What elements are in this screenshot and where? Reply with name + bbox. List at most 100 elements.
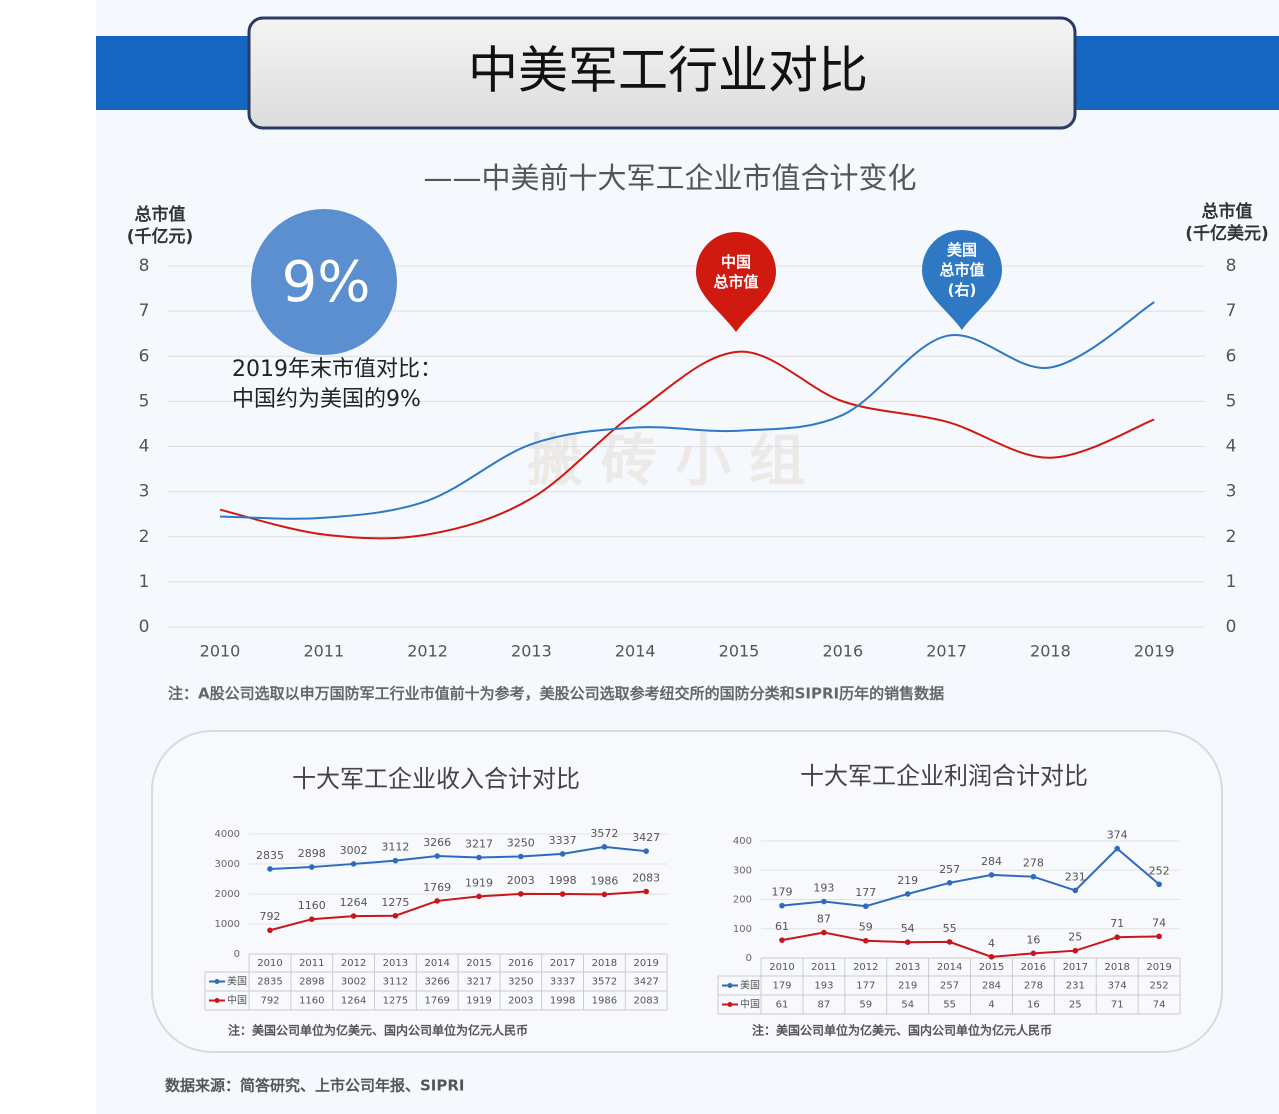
table-cell: 1264 bbox=[341, 996, 366, 1007]
x-tick-label: 2010 bbox=[769, 962, 794, 973]
table-cell: 2835 bbox=[257, 977, 282, 988]
table-cell: 1769 bbox=[424, 996, 449, 1007]
x-tick-label: 2015 bbox=[719, 642, 760, 661]
x-tick-label: 2012 bbox=[853, 962, 878, 973]
data-point bbox=[392, 857, 399, 864]
data-point bbox=[392, 912, 399, 919]
data-label: 2898 bbox=[298, 847, 326, 860]
data-point bbox=[1030, 873, 1037, 880]
data-point bbox=[518, 891, 524, 897]
x-tick-label: 2011 bbox=[303, 642, 344, 661]
legend-swatch-dot bbox=[214, 998, 220, 1003]
y-tick-label: 2000 bbox=[215, 889, 240, 900]
watermark: 搬砖小组 bbox=[527, 429, 823, 494]
data-label: 231 bbox=[1065, 870, 1086, 883]
y2-tick-label: 2 bbox=[1226, 527, 1237, 547]
table-cell: 4 bbox=[988, 1000, 994, 1011]
table-cell: 3002 bbox=[341, 977, 366, 988]
data-point bbox=[434, 853, 441, 859]
data-point bbox=[821, 929, 827, 936]
table-cell: 1160 bbox=[299, 996, 324, 1007]
table-cell: 74 bbox=[1153, 1000, 1166, 1011]
data-label: 193 bbox=[813, 882, 834, 895]
data-label: 55 bbox=[943, 922, 957, 935]
data-label: 54 bbox=[901, 922, 915, 935]
data-label: 792 bbox=[260, 910, 281, 923]
x-tick-label: 2010 bbox=[200, 642, 241, 661]
table-cell: 257 bbox=[940, 981, 959, 992]
y-tick-label: 0 bbox=[746, 953, 752, 964]
data-point bbox=[1072, 947, 1079, 954]
legend-label: 中国 bbox=[740, 998, 760, 1011]
data-label: 2835 bbox=[256, 849, 284, 862]
x-tick-label: 2012 bbox=[407, 642, 448, 661]
table-cell: 3266 bbox=[424, 977, 449, 988]
data-label: 1769 bbox=[423, 881, 451, 894]
data-label: 177 bbox=[855, 886, 876, 899]
data-label: 87 bbox=[817, 913, 831, 926]
data-label: 257 bbox=[939, 863, 960, 876]
x-tick-label: 2010 bbox=[257, 958, 282, 969]
y2-tick-label: 3 bbox=[1226, 482, 1237, 502]
data-label: 16 bbox=[1026, 933, 1040, 946]
legend-label: 美国 总市值 (右) bbox=[939, 241, 985, 299]
annotation: 2019年末市值对比： 中国约为美国的9% bbox=[232, 357, 442, 412]
data-label: 3572 bbox=[590, 827, 618, 840]
legend-label: 美国 bbox=[227, 975, 247, 988]
table-cell: 1275 bbox=[383, 996, 408, 1007]
x-tick-label: 2012 bbox=[341, 958, 366, 969]
data-label: 25 bbox=[1068, 931, 1082, 944]
data-point bbox=[350, 913, 357, 919]
data-point bbox=[946, 880, 953, 886]
legend-swatch-dot bbox=[727, 1002, 733, 1007]
chart-title: ——中美前十大军工企业市值合计变化 bbox=[423, 161, 916, 195]
note: 注：美国公司单位为亿美元、国内公司单位为亿元人民币 bbox=[228, 1023, 528, 1038]
y-tick-label: 200 bbox=[733, 895, 752, 906]
highlight-bubble bbox=[251, 209, 397, 355]
data-label: 1264 bbox=[340, 896, 368, 909]
legend-swatch-dot bbox=[727, 983, 733, 988]
data-label: 74 bbox=[1152, 916, 1166, 929]
data-point bbox=[476, 854, 482, 861]
y-tick-label: 0 bbox=[139, 617, 150, 637]
legend-pin bbox=[696, 232, 776, 332]
x-tick-label: 2013 bbox=[895, 962, 920, 973]
y2-tick-label: 5 bbox=[1226, 391, 1237, 411]
series-line bbox=[219, 301, 1155, 520]
x-tick-label: 2011 bbox=[299, 958, 324, 969]
table-cell: 54 bbox=[901, 1000, 914, 1011]
x-tick-label: 2016 bbox=[822, 642, 863, 661]
x-tick-label: 2011 bbox=[811, 962, 836, 973]
x-tick-label: 2017 bbox=[1063, 962, 1088, 973]
table-cell: 3572 bbox=[592, 977, 617, 988]
page-title: 中美军工行业对比 bbox=[468, 42, 868, 100]
data-point bbox=[1156, 881, 1162, 888]
y-tick-label: 4000 bbox=[215, 829, 240, 840]
y2-tick-label: 0 bbox=[1226, 617, 1237, 637]
y-tick-label: 6 bbox=[139, 346, 150, 366]
y-tick-label: 400 bbox=[733, 836, 752, 847]
table-cell: 3217 bbox=[466, 977, 491, 988]
y-axis-label: 总市值 (千亿元) bbox=[126, 205, 194, 247]
data-point bbox=[559, 851, 566, 857]
table-cell: 59 bbox=[859, 1000, 872, 1011]
x-tick-label: 2014 bbox=[937, 962, 962, 973]
table-cell: 25 bbox=[1069, 1000, 1082, 1011]
table-cell: 3250 bbox=[508, 977, 533, 988]
y-tick-label: 5 bbox=[139, 391, 150, 411]
data-point bbox=[904, 939, 911, 946]
table-cell: 374 bbox=[1108, 981, 1127, 992]
data-point bbox=[518, 853, 524, 860]
x-tick-label: 2019 bbox=[1134, 642, 1175, 661]
y-tick-label: 7 bbox=[139, 301, 150, 321]
x-tick-label: 2014 bbox=[424, 958, 449, 969]
x-tick-label: 2019 bbox=[1146, 962, 1171, 973]
chart-title: 十大军工企业利润合计对比 bbox=[800, 762, 1088, 790]
data-point bbox=[350, 861, 357, 867]
x-tick-label: 2017 bbox=[926, 642, 967, 661]
y-tick-label: 3 bbox=[139, 482, 150, 502]
data-point bbox=[863, 903, 869, 910]
data-label: 219 bbox=[897, 874, 918, 887]
data-point bbox=[601, 891, 608, 898]
